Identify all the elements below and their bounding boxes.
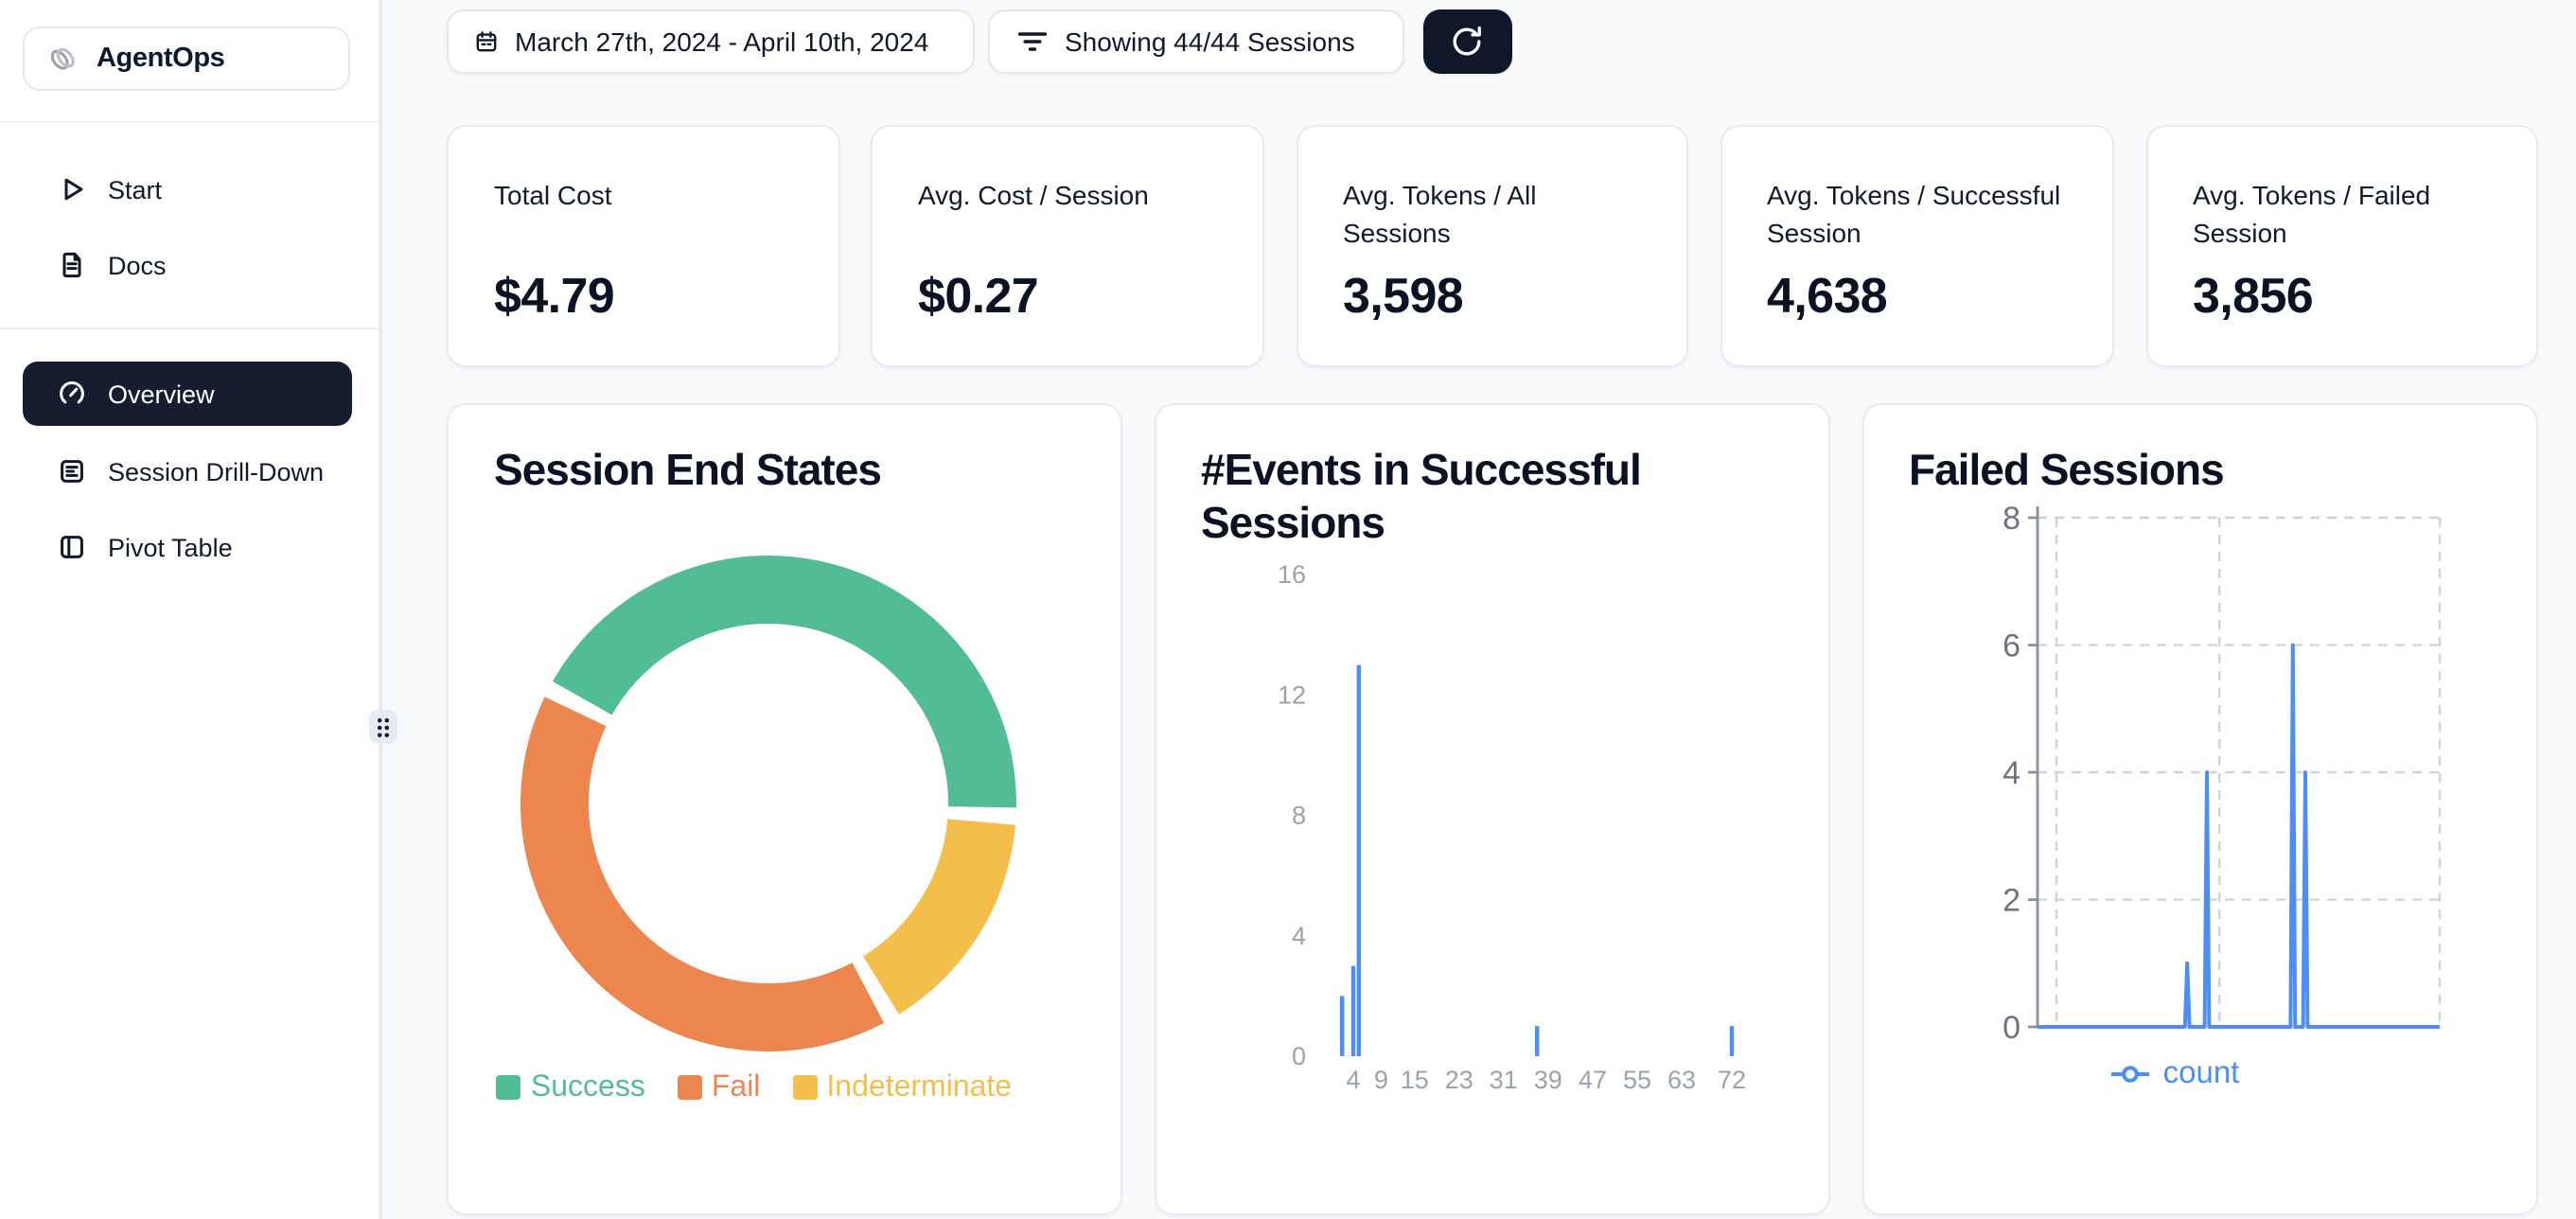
- donut-legend: Success Fail Indeterminate: [449, 1070, 1092, 1104]
- y-tick-label: 12: [1277, 680, 1305, 708]
- sidebar-divider: [0, 121, 379, 123]
- donut-segment-fail: [520, 696, 885, 1051]
- x-tick-label: 63: [1667, 1065, 1695, 1093]
- sidebar-item-label: Pivot Table: [108, 533, 233, 561]
- chart-title: Session End States: [494, 444, 882, 493]
- stat-label: Total Cost: [494, 180, 612, 210]
- refresh-icon: [1453, 26, 1481, 56]
- gauge-icon: [60, 381, 84, 404]
- stat-label: Avg. Tokens / Failed Session: [2193, 180, 2431, 248]
- sidebar-item-start[interactable]: Start: [23, 161, 352, 218]
- agentops-logo-icon: [50, 47, 75, 70]
- logo-box[interactable]: AgentOps: [23, 26, 350, 91]
- docs-icon: [62, 252, 81, 278]
- y-tick-label: 6: [2002, 627, 2020, 663]
- count-legend[interactable]: count: [1863, 1055, 2513, 1091]
- stat-value: 4,638: [1767, 267, 1888, 324]
- y-tick-label: 0: [1291, 1041, 1305, 1069]
- sidebar-resize-handle[interactable]: [368, 710, 397, 744]
- x-tick-label: 4: [1345, 1065, 1359, 1093]
- success-swatch-icon: [496, 1075, 521, 1100]
- failed-sessions-card: Failed Sessions 0 2 4 6 8 count: [1861, 402, 2537, 1214]
- stat-label: Avg. Tokens / Successful Session: [1767, 180, 2061, 248]
- y-tick-label: 4: [1291, 921, 1305, 949]
- x-tick-label: 15: [1400, 1065, 1428, 1093]
- stat-label: Avg. Cost / Session: [918, 180, 1149, 210]
- stat-card-avg-tokens-failed: Avg. Tokens / Failed Session 3,856: [2145, 125, 2538, 367]
- session-end-states-card: Session End States Success Fail Indeterm…: [447, 402, 1122, 1214]
- y-tick-label: 0: [2002, 1009, 2020, 1045]
- x-tick-label: 55: [1622, 1065, 1650, 1093]
- bar: [1339, 995, 1344, 1055]
- grip-dots-icon: [376, 716, 389, 737]
- stat-card-avg-tokens-all: Avg. Tokens / All Sessions 3,598: [1296, 125, 1688, 367]
- x-tick-label: 72: [1717, 1065, 1745, 1093]
- x-tick-label: 47: [1578, 1065, 1606, 1093]
- sidebar-item-overview[interactable]: Overview: [23, 362, 352, 426]
- y-tick-label: 8: [2002, 500, 2020, 536]
- chart-title: Failed Sessions: [1909, 444, 2225, 493]
- sessions-filter-button[interactable]: Showing 44/44 Sessions: [987, 9, 1404, 74]
- y-tick-label: 4: [2002, 754, 2020, 790]
- fail-swatch-icon: [677, 1075, 702, 1100]
- logo-label: AgentOps: [97, 44, 225, 74]
- bar: [1350, 964, 1355, 1055]
- events-in-successful-sessions-card: #Events in Successful Sessions 0 4 8 12 16 4 9…: [1154, 402, 1829, 1214]
- date-range-button[interactable]: March 27th, 2024 - April 10th, 2024: [447, 9, 974, 74]
- play-icon: [64, 178, 83, 201]
- failed-sessions-line-chart: 0 2 4 6 8: [2002, 500, 2441, 1045]
- sidebar-divider: [0, 327, 379, 329]
- sidebar-item-docs[interactable]: Docs: [23, 237, 352, 293]
- bar: [1355, 663, 1360, 1055]
- stat-value: 3,598: [1343, 267, 1464, 324]
- donut-segment-indeterminate: [863, 818, 1016, 1014]
- y-tick-label: 8: [1291, 801, 1305, 829]
- filter-icon: [1016, 32, 1047, 51]
- legend-item-success[interactable]: Success: [496, 1070, 645, 1104]
- legend-item-fail[interactable]: Fail: [677, 1070, 761, 1104]
- columns-icon: [61, 536, 83, 558]
- x-tick-label: 31: [1489, 1065, 1517, 1093]
- stat-card-avg-tokens-successful: Avg. Tokens / Successful Session 4,638: [1720, 125, 2114, 367]
- sidebar-item-label: Start: [108, 175, 163, 203]
- date-range-label: March 27th, 2024 - April 10th, 2024: [515, 26, 929, 57]
- line-series-icon: [2110, 1065, 2149, 1082]
- stat-value: $0.27: [918, 267, 1039, 324]
- sidebar-item-label: Docs: [108, 251, 167, 279]
- calendar-icon: [476, 31, 497, 52]
- bar: [1534, 1025, 1539, 1055]
- donut-segment-success: [552, 554, 1016, 807]
- stat-value: 3,856: [2193, 267, 2314, 324]
- stat-label: Avg. Tokens / All Sessions: [1343, 180, 1537, 248]
- sessions-filter-label: Showing 44/44 Sessions: [1065, 26, 1355, 57]
- sidebar: AgentOps Start Docs Overview: [0, 0, 382, 1219]
- count-series-line: [2037, 642, 2439, 1028]
- y-tick-label: 2: [2002, 882, 2020, 918]
- legend-label: Fail: [711, 1070, 761, 1103]
- bar: [1728, 1025, 1734, 1055]
- donut-chart: [520, 554, 1016, 1051]
- legend-label: Success: [530, 1070, 645, 1103]
- sidebar-item-label: Session Drill-Down: [108, 457, 325, 486]
- stat-card-total-cost: Total Cost $4.79: [447, 125, 839, 367]
- x-tick-label: 23: [1444, 1065, 1473, 1093]
- x-tick-label: 39: [1533, 1065, 1561, 1093]
- y-tick-label: 16: [1277, 559, 1305, 588]
- sidebar-item-pivot-table[interactable]: Pivot Table: [23, 519, 352, 575]
- x-tick-label: 9: [1373, 1065, 1387, 1093]
- list-icon: [61, 460, 83, 483]
- chart-title: #Events in Successful Sessions: [1201, 444, 1642, 546]
- sidebar-item-label: Overview: [108, 380, 215, 408]
- sidebar-item-session-drill-down[interactable]: Session Drill-Down: [23, 443, 352, 500]
- stat-card-avg-cost-session: Avg. Cost / Session $0.27: [871, 125, 1263, 367]
- legend-label: Indeterminate: [826, 1070, 1013, 1103]
- stat-value: $4.79: [494, 267, 615, 324]
- legend-item-indeterminate[interactable]: Indeterminate: [792, 1070, 1012, 1104]
- count-legend-label: count: [2162, 1055, 2240, 1089]
- indeterminate-swatch-icon: [792, 1075, 818, 1100]
- refresh-button[interactable]: [1422, 9, 1511, 74]
